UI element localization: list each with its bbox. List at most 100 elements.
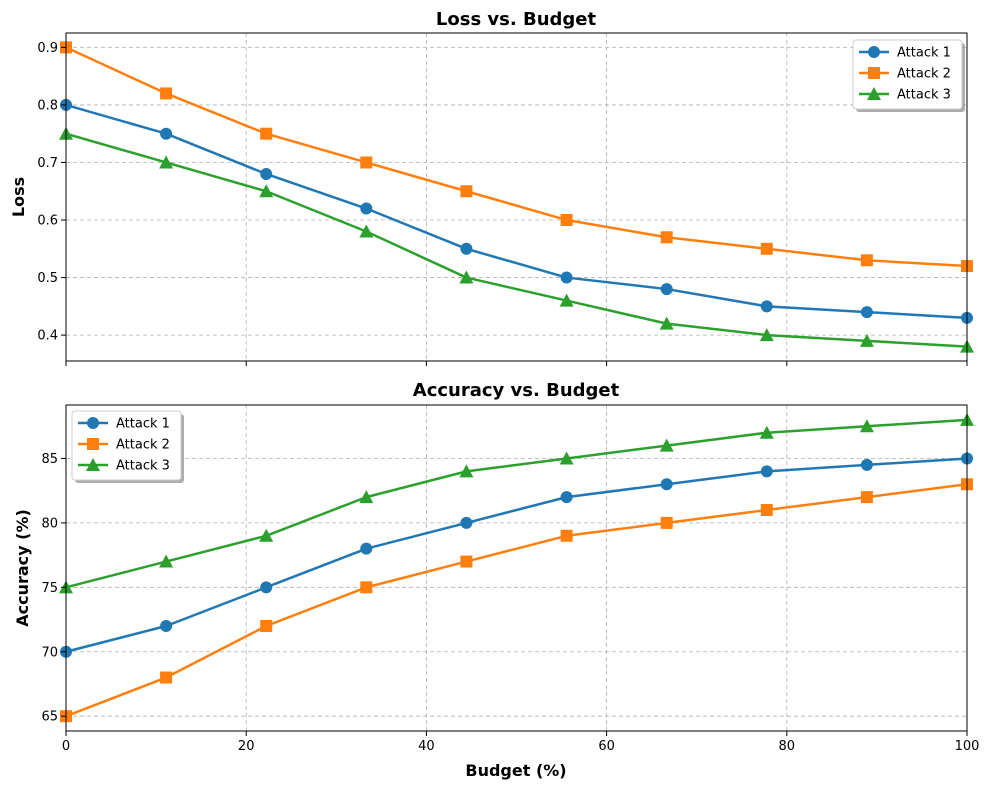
accuracy-x-tick-label-3: 60 bbox=[598, 739, 615, 754]
accuracy-series-1-point-1 bbox=[160, 619, 173, 632]
accuracy-x-tick-label-0: 0 bbox=[62, 739, 70, 754]
loss-panel: Loss vs. Budget Loss 0.40.50.60.70.80.9 … bbox=[9, 9, 974, 366]
loss-series-2-point-2 bbox=[260, 127, 273, 140]
loss-series-1-point-1 bbox=[160, 127, 173, 140]
loss-series-3-point-6 bbox=[659, 316, 674, 330]
accuracy-series-2-point-8 bbox=[860, 491, 873, 504]
accuracy-series-3-point-6 bbox=[659, 438, 674, 452]
loss-series-line-2 bbox=[65, 46, 968, 268]
accuracy-x-tick-label-5: 100 bbox=[955, 739, 980, 754]
loss-y-tick-label-2: 0.6 bbox=[37, 214, 58, 229]
loss-legend-label-3: Attack 3 bbox=[897, 88, 951, 103]
accuracy-series-2-point-3 bbox=[360, 581, 373, 594]
accuracy-legend-swatch-marker-3 bbox=[86, 458, 100, 471]
accuracy-y-tick-label-4: 85 bbox=[41, 452, 58, 467]
accuracy-series-2-point-1 bbox=[160, 671, 173, 684]
loss-legend: Attack 1 Attack 2 Attack 3 bbox=[852, 39, 965, 112]
loss-series-1-point-5 bbox=[560, 271, 573, 284]
accuracy-x-tick-label-4: 80 bbox=[779, 739, 796, 754]
loss-series-1-point-6 bbox=[660, 283, 673, 296]
accuracy-series-2-point-6 bbox=[660, 516, 673, 529]
accuracy-series-3-point-1 bbox=[159, 554, 174, 568]
accuracy-legend-swatch-marker-2 bbox=[87, 438, 99, 450]
loss-series-1-point-7 bbox=[760, 300, 773, 313]
accuracy-series-2-point-4 bbox=[460, 555, 473, 568]
accuracy-legend: Attack 1 Attack 2 Attack 3 bbox=[71, 410, 184, 483]
accuracy-legend-label-2: Attack 2 bbox=[116, 438, 170, 453]
loss-series-1-point-8 bbox=[860, 306, 873, 319]
accuracy-chart-title: Accuracy vs. Budget bbox=[413, 380, 620, 401]
accuracy-legend-label-1: Attack 1 bbox=[116, 417, 170, 432]
accuracy-y-tick-label-2: 75 bbox=[41, 581, 58, 596]
loss-axes-frame bbox=[65, 32, 968, 362]
loss-y-tick-label-5: 0.9 bbox=[37, 41, 58, 56]
loss-series-lines bbox=[65, 46, 968, 348]
accuracy-series-1-point-8 bbox=[860, 458, 873, 471]
loss-series-2-point-1 bbox=[160, 87, 173, 100]
loss-series-1-point-4 bbox=[460, 242, 473, 255]
loss-series-3-point-8 bbox=[859, 333, 874, 347]
loss-legend-label-1: Attack 1 bbox=[897, 46, 951, 61]
accuracy-y-tick-label-1: 70 bbox=[41, 645, 58, 660]
loss-legend-label-2: Attack 2 bbox=[897, 67, 951, 82]
accuracy-series-2-point-2 bbox=[260, 619, 273, 632]
accuracy-panel: Accuracy vs. Budget Accuracy (%) Budget … bbox=[13, 380, 979, 780]
loss-legend-swatch-marker-2 bbox=[868, 67, 880, 79]
loss-series-2-point-3 bbox=[360, 156, 373, 169]
accuracy-series-2-point-5 bbox=[560, 529, 573, 542]
loss-series-1-point-2 bbox=[260, 167, 273, 180]
accuracy-series-line-2 bbox=[65, 483, 968, 718]
accuracy-x-tick-label-2: 40 bbox=[418, 739, 435, 754]
accuracy-series-line-1 bbox=[65, 457, 968, 653]
accuracy-x-axis-label: Budget (%) bbox=[465, 761, 566, 780]
loss-series-2-point-5 bbox=[560, 214, 573, 227]
loss-ticks: 0.4 0.5 0.6 0.7 0.8 0.9 bbox=[37, 41, 968, 366]
accuracy-y-axis-label: Accuracy (%) bbox=[13, 509, 32, 627]
loss-series-2-point-6 bbox=[660, 231, 673, 244]
accuracy-series-1-point-4 bbox=[460, 516, 473, 529]
loss-series-3-point-2 bbox=[259, 184, 274, 198]
accuracy-series-1-point-2 bbox=[260, 581, 273, 594]
accuracy-series-markers bbox=[59, 412, 974, 723]
loss-series-2-point-7 bbox=[760, 242, 773, 255]
accuracy-y-tick-label-3: 80 bbox=[41, 516, 58, 531]
loss-series-markers bbox=[59, 41, 974, 353]
accuracy-x-tick-label-1: 20 bbox=[238, 739, 255, 754]
loss-y-tick-label-0: 0.4 bbox=[37, 329, 58, 344]
accuracy-series-1-point-3 bbox=[360, 542, 373, 555]
accuracy-series-1-point-7 bbox=[760, 465, 773, 478]
loss-y-tick-label-4: 0.8 bbox=[37, 98, 58, 113]
loss-series-3-point-3 bbox=[359, 224, 374, 238]
loss-series-line-3 bbox=[65, 132, 968, 348]
accuracy-series-3-point-8 bbox=[859, 419, 874, 433]
accuracy-legend-box bbox=[71, 410, 182, 481]
accuracy-y-tick-label-0: 65 bbox=[41, 710, 58, 725]
loss-y-tick-label-3: 0.7 bbox=[37, 156, 58, 171]
loss-legend-swatch-marker-3 bbox=[867, 87, 881, 100]
accuracy-series-2-point-7 bbox=[760, 504, 773, 517]
loss-series-3-point-4 bbox=[459, 270, 474, 284]
accuracy-series-lines bbox=[65, 418, 968, 718]
loss-legend-box bbox=[852, 39, 963, 110]
loss-legend-swatch-marker-1 bbox=[868, 46, 880, 58]
accuracy-ticks: 0 20 40 60 80 100 65 70 75 80 85 bbox=[41, 452, 979, 754]
accuracy-series-3-point-7 bbox=[759, 425, 774, 439]
loss-chart-title: Loss vs. Budget bbox=[436, 9, 597, 30]
loss-series-line-1 bbox=[65, 103, 968, 320]
accuracy-series-3-point-4 bbox=[459, 464, 474, 478]
loss-series-3-point-5 bbox=[559, 293, 574, 307]
loss-y-axis-label: Loss bbox=[9, 177, 28, 217]
loss-series-3-point-1 bbox=[159, 155, 174, 169]
loss-series-1-point-3 bbox=[360, 202, 373, 215]
loss-series-2-point-8 bbox=[860, 254, 873, 267]
loss-series-2-point-4 bbox=[460, 185, 473, 198]
loss-y-tick-label-1: 0.5 bbox=[37, 271, 58, 286]
accuracy-series-line-3 bbox=[65, 418, 968, 589]
accuracy-series-3-point-5 bbox=[559, 451, 574, 465]
accuracy-legend-label-3: Attack 3 bbox=[116, 459, 170, 474]
accuracy-series-1-point-6 bbox=[660, 478, 673, 491]
loss-series-3-point-7 bbox=[759, 328, 774, 342]
accuracy-series-3-point-2 bbox=[259, 528, 274, 542]
accuracy-axes-frame bbox=[65, 404, 968, 732]
